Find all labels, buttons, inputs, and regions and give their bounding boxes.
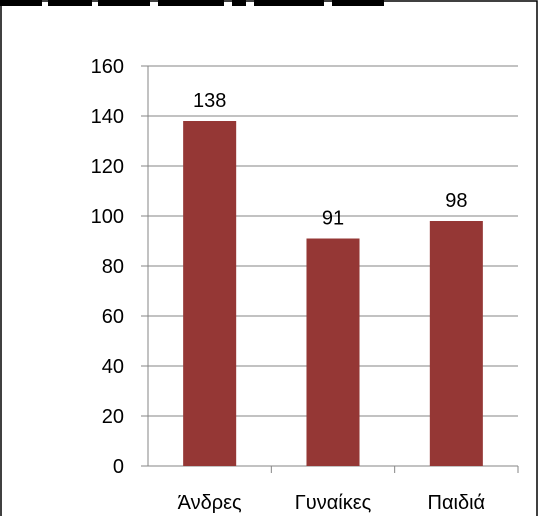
y-tick-label: 20 [102, 406, 124, 428]
data-labels: 138 91 98 [193, 90, 467, 230]
y-tick-label: 160 [91, 56, 124, 78]
y-tick-label: 40 [102, 356, 124, 378]
y-tick-label: 80 [102, 256, 124, 278]
y-tick-label: 100 [91, 206, 124, 228]
data-label: 91 [322, 208, 344, 230]
data-label: 98 [445, 190, 467, 212]
x-tick-label: Άνδρες [178, 492, 242, 514]
y-tick-label: 60 [102, 306, 124, 328]
bar [183, 121, 237, 466]
data-label: 138 [193, 90, 226, 112]
y-tick-label: 140 [91, 106, 124, 128]
y-tick-label: 0 [113, 456, 124, 478]
x-tick-label: Γυναίκες [295, 492, 372, 514]
x-tick-labels: Άνδρες Γυναίκες Παιδιά [178, 492, 485, 514]
y-tick-labels: 0 20 40 60 80 100 120 140 160 [91, 56, 124, 478]
x-tick-label: Παιδιά [428, 492, 486, 514]
y-tick-label: 120 [91, 156, 124, 178]
bars [183, 121, 483, 466]
cropped-title [0, 0, 384, 6]
bar [306, 238, 360, 466]
bar [429, 221, 483, 466]
